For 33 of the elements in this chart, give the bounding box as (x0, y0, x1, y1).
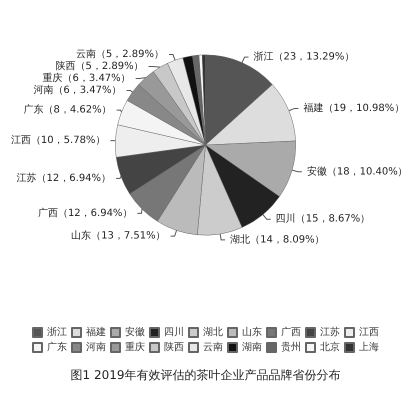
legend-label: 福建 (86, 326, 106, 338)
legend-label: 广西 (281, 326, 301, 338)
data-label: 河南（6，3.47%） (33, 84, 122, 96)
legend-label: 山东 (242, 326, 262, 338)
legend-label: 陕西 (164, 341, 184, 353)
legend-label: 江苏 (320, 326, 340, 338)
legend-label: 安徽 (125, 326, 145, 338)
legend-label: 湖南 (242, 341, 262, 353)
legend-label: 云南 (203, 341, 223, 353)
data-label: 安徽（18，10.40%） (306, 165, 408, 178)
data-label: 云南（5，2.89%） (76, 48, 164, 60)
data-label: 江苏（12，6.94%） (16, 172, 112, 184)
data-label: 湖北（14，8.09%） (230, 233, 325, 246)
data-label: 陕西（5，2.89%） (55, 60, 144, 72)
legend-label: 上海 (359, 341, 379, 353)
data-label: 山东（13，7.51%） (71, 230, 166, 242)
data-label: 四川（15，8.67%） (276, 212, 370, 225)
legend-label: 四川 (164, 326, 184, 338)
legend-label: 浙江 (47, 326, 67, 338)
legend-label: 北京 (320, 341, 340, 353)
legend-label: 湖北 (203, 326, 223, 338)
text: 图1 2019年有效评估的茶叶企业产品品牌省份分布 (70, 368, 340, 382)
data-label: 江西（10，5.78%） (10, 134, 106, 146)
data-label: 福建（19，10.98%） (303, 102, 404, 114)
data-label: 广东（8，4.62%） (23, 104, 112, 116)
legend-label: 广东 (47, 341, 67, 353)
data-label: 浙江（23，13.29%） (254, 50, 354, 63)
legend-label: 河南 (86, 341, 106, 353)
legend-label: 贵州 (281, 341, 301, 353)
data-label: 广西（12，6.94%） (38, 206, 132, 219)
legend-label: 江西 (359, 326, 379, 338)
data-label: 重庆（6，3.47%） (42, 72, 131, 84)
legend-label: 重庆 (125, 341, 145, 353)
